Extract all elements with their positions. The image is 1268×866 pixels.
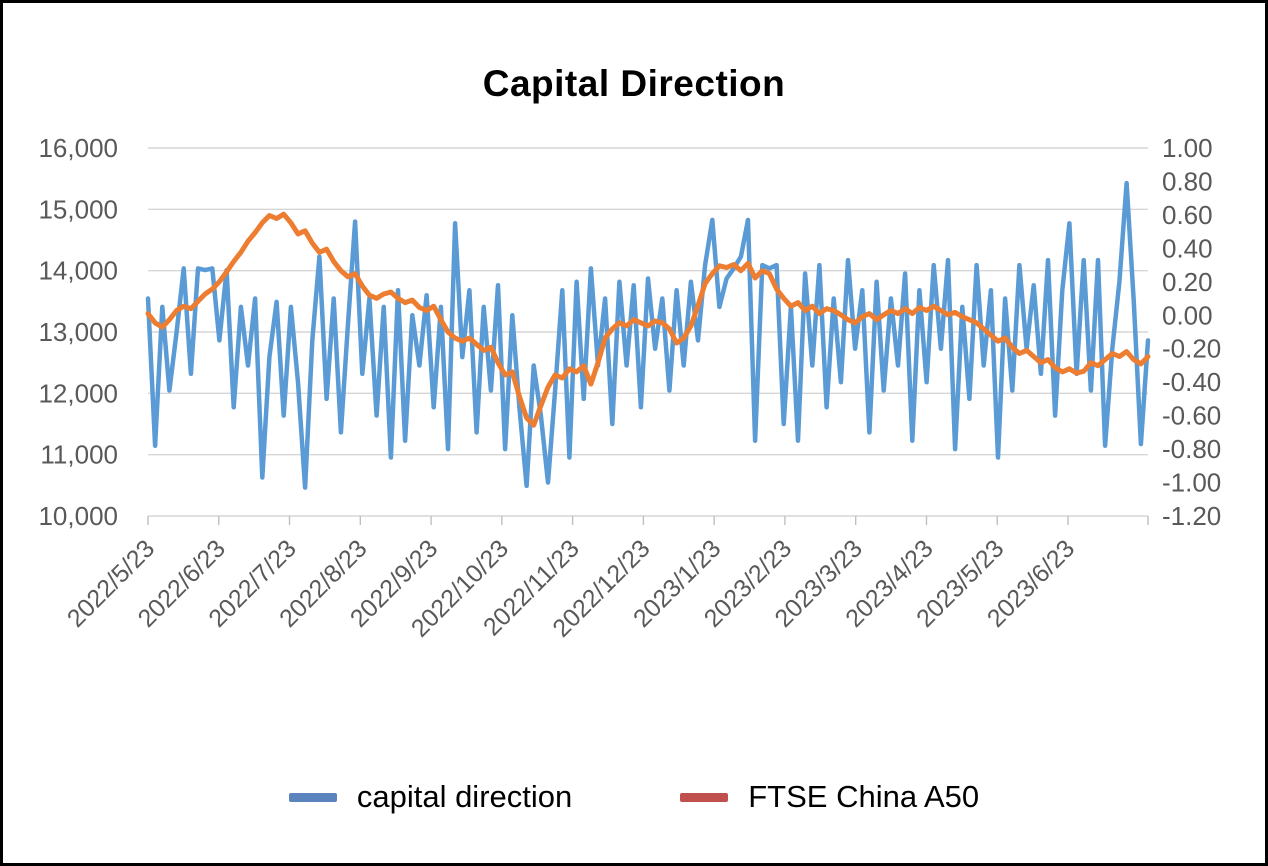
ftse-china-a50-swatch-icon	[680, 792, 729, 802]
right-axis-tick-label: -0.40	[1162, 367, 1221, 397]
left-axis-tick-label: 15,000	[38, 194, 118, 224]
right-axis-tick-label: -0.20	[1162, 334, 1221, 364]
right-axis-tick-label: -1.00	[1162, 468, 1221, 498]
right-axis-tick-label: 1.00	[1162, 133, 1213, 163]
left-axis-tick-label: 11,000	[40, 440, 118, 470]
legend-item-capital-direction[interactable]: capital direction	[288, 779, 573, 815]
capital-direction-swatch-icon	[288, 792, 337, 802]
ftse-china-a50-line	[145, 211, 1151, 428]
legend-label-ftse-china-a50: FTSE China A50	[748, 779, 980, 814]
legend-item-ftse-china-a50[interactable]: FTSE China A50	[680, 779, 979, 815]
chart-legend: capital direction FTSE China A50	[3, 779, 1265, 815]
left-axis-tick-label: 10,000	[38, 501, 118, 531]
right-axis-tick-label: 0.20	[1162, 267, 1213, 297]
right-axis-tick-label: 0.60	[1162, 200, 1213, 230]
legend-label-capital-direction: capital direction	[356, 779, 573, 814]
capital-direction-line	[145, 180, 1151, 490]
chart-plot-area: 16,000 15,000 14,000 13,000 12,000 11,000 10,0…	[38, 133, 1221, 643]
right-axis-tick-label: -0.60	[1162, 401, 1221, 431]
left-axis-tick-label: 14,000	[38, 256, 118, 286]
chart-title: Capital Direction	[482, 63, 786, 104]
left-axis-tick-label: 12,000	[38, 378, 118, 408]
right-axis-tick-label: -1.20	[1162, 501, 1221, 531]
right-axis-tick-label: 0.80	[1162, 166, 1213, 196]
left-axis-tick-label: 13,000	[38, 317, 118, 347]
right-axis-tick-label: 0.00	[1162, 300, 1213, 330]
right-axis-tick-label: 0.40	[1162, 233, 1213, 263]
left-axis-tick-label: 16,000	[38, 133, 118, 163]
right-axis-tick-label: -0.80	[1162, 434, 1221, 464]
